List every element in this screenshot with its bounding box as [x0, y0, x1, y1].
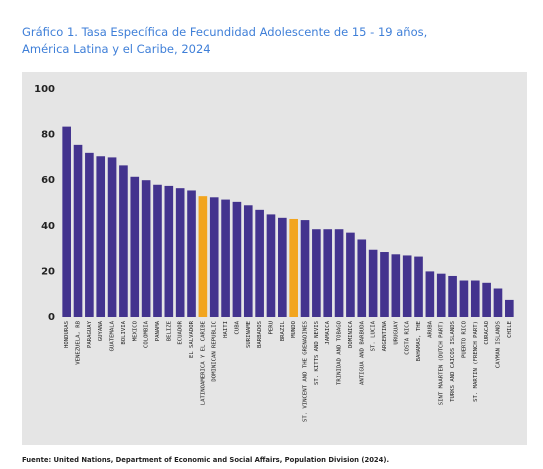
bar — [300, 220, 310, 317]
x-tick-label: CURACAO — [484, 320, 490, 344]
x-tick-label: MEXICO — [132, 320, 138, 341]
x-tick-label: ECUADOR — [178, 320, 184, 344]
x-tick-label: BOLIVIA — [121, 320, 127, 344]
bar — [130, 176, 140, 317]
x-tick-label: EL SALVADOR — [189, 320, 195, 358]
bar — [73, 144, 83, 317]
x-tick-label: CHILE — [507, 320, 513, 337]
y-tick-label: 80 — [41, 130, 55, 141]
bar — [391, 254, 401, 317]
x-tick-label: BAHAMAS, THE — [416, 320, 422, 361]
x-tick-label: DOMINICA — [348, 320, 354, 348]
bar — [312, 229, 321, 317]
x-tick-label: GUYANA — [98, 320, 104, 341]
bar — [334, 229, 344, 317]
x-tick-label: VENEZUELA, RB — [76, 320, 82, 364]
bar — [187, 190, 196, 317]
bar — [198, 196, 208, 317]
source: Fuente: United Nations, Department of Ec… — [22, 456, 389, 464]
x-tick-label: ARGENTINA — [382, 320, 388, 351]
x-tick-label: HONDURAS — [64, 321, 70, 348]
x-tick-label: ST. MARTIN (FRENCH PART) — [473, 321, 479, 402]
bar — [175, 188, 185, 317]
bar — [505, 299, 514, 317]
x-tick-label: SINT MAARTEN (DUTCH PART) — [439, 321, 445, 405]
x-tick-label: PUERTO RICO — [461, 320, 467, 358]
y-tick-label: 0 — [48, 312, 55, 323]
chart-title: Gráfico 1. Tasa Específica de Fecundidad… — [22, 25, 427, 39]
x-tick-label: HAITI — [223, 321, 229, 338]
x-tick-label: PARAGUAY — [87, 320, 93, 348]
bar — [380, 252, 389, 317]
y-tick-label: 40 — [41, 221, 55, 232]
bar — [289, 218, 298, 317]
bar — [346, 232, 355, 317]
bar — [107, 157, 117, 317]
bar — [164, 185, 174, 317]
bar — [482, 282, 491, 317]
bar — [357, 239, 367, 317]
x-tick-label: CAYMAN ISLANDS — [495, 321, 501, 368]
x-tick-label: ANTIGUA AND BARBUDA — [359, 320, 365, 385]
x-tick-label: LATINOAMERICA Y EL CARIBE — [200, 320, 206, 405]
bar — [278, 217, 287, 317]
x-tick-label: ST. LUCIA — [371, 320, 377, 351]
bar — [62, 126, 71, 318]
x-tick-label: TURKS AND CAICOS ISLANDS — [450, 321, 456, 402]
bar — [266, 214, 276, 317]
x-tick-label: GUATEMALA — [110, 320, 116, 351]
bar — [243, 205, 253, 317]
x-tick-label: PANAMA — [155, 320, 161, 341]
x-tick-label: COSTA RICA — [405, 320, 411, 354]
bar — [414, 256, 423, 317]
x-tick-label: BELIZE — [166, 320, 172, 341]
x-tick-label: TRINIDAD AND TOBAGO — [337, 320, 343, 385]
y-tick-label: 100 — [34, 84, 55, 95]
bar — [402, 255, 412, 317]
chart-title: América Latina y el Caribe, 2024 — [22, 42, 211, 56]
x-tick-label: ST. KITTS AND NEVIS — [314, 321, 320, 385]
y-tick-label: 60 — [41, 175, 55, 186]
x-tick-label: DOMINICAN REPUBLIC — [212, 321, 218, 382]
x-tick-label: BRAZIL — [280, 320, 286, 341]
bar — [436, 273, 446, 317]
bar — [493, 288, 503, 317]
x-tick-label: SURINAME — [246, 320, 252, 348]
x-tick-label: ST. VINCENT AND THE GRENADINES — [303, 321, 309, 422]
x-tick-label: ARUBA — [427, 320, 433, 337]
bar — [459, 280, 469, 317]
bar — [448, 275, 457, 317]
x-tick-label: MUNDO — [291, 320, 297, 337]
bar — [323, 229, 333, 317]
bar — [255, 209, 264, 317]
bar — [470, 280, 480, 317]
bar — [368, 249, 378, 317]
x-tick-label: PERU — [268, 321, 274, 334]
bar — [221, 199, 230, 317]
bar — [153, 184, 162, 317]
bar — [119, 165, 128, 317]
bar — [232, 201, 242, 317]
bar — [85, 152, 94, 317]
x-tick-label: CUBA — [234, 320, 240, 334]
x-tick-label: BARBADOS — [257, 321, 263, 348]
x-tick-label: URUGUAY — [393, 320, 399, 344]
x-tick-label: JAMAICA — [325, 320, 331, 344]
bar — [209, 197, 219, 317]
bar — [96, 156, 106, 317]
y-tick-label: 20 — [41, 266, 55, 277]
x-tick-label: COLOMBIA — [144, 320, 150, 348]
bar — [141, 180, 151, 317]
bar — [425, 271, 435, 317]
